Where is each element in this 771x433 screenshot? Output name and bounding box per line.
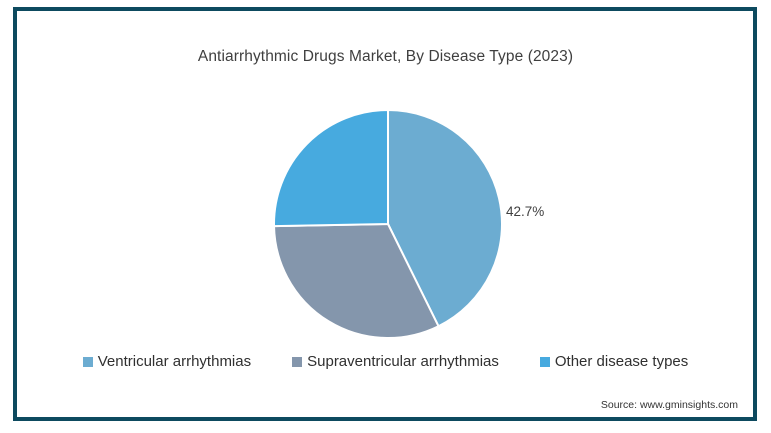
legend-item-supraventricular[interactable]: Supraventricular arrhythmias [292,353,499,370]
legend-marker-icon [82,357,93,367]
legend-label: Supraventricular arrhythmias [307,353,499,370]
pie-chart [271,107,505,341]
pie-chart-svg [273,109,503,339]
legend-item-other[interactable]: Other disease types [539,353,689,370]
legend: Ventricular arrhythmias Supraventricular… [17,353,754,370]
legend-item-ventricular[interactable]: Ventricular arrhythmias [82,353,252,370]
slice-value-label: 42.7% [506,204,545,219]
pie-slice[interactable] [273,109,389,228]
pie-slice[interactable] [387,109,503,328]
chart-title: Antiarrhythmic Drugs Market, By Disease … [197,48,574,65]
legend-marker-icon [292,357,303,367]
legend-label: Ventricular arrhythmias [97,353,252,370]
legend-marker-icon [539,357,550,367]
pie-slice[interactable] [273,223,440,339]
legend-label: Other disease types [554,353,689,370]
source-attribution: Source: www.gminsights.com [600,399,738,411]
